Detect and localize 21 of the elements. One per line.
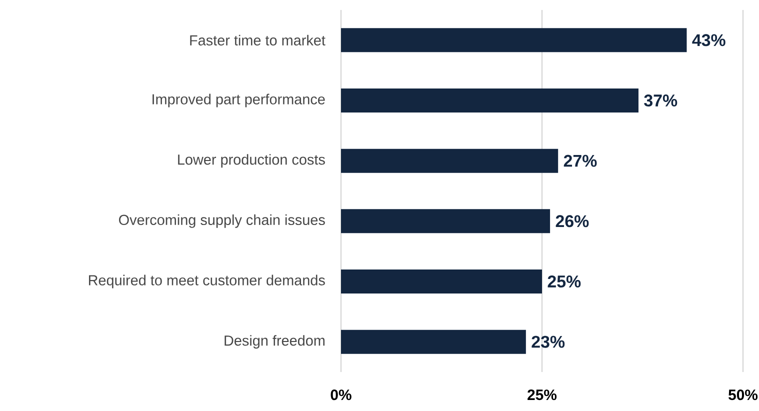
y-tick-label: Overcoming supply chain issues [119,214,325,228]
data-label: 25% [548,276,581,288]
data-label: 37% [644,94,678,107]
bar [341,270,542,294]
y-tick-label: Design freedom [224,335,325,349]
y-tick-label: Improved part performance [152,94,325,108]
bar [341,209,550,234]
data-label: 23% [532,336,565,348]
bar [341,28,687,52]
bar [341,148,558,173]
x-tick-label: 50% [728,390,758,400]
data-label: 26% [556,215,589,228]
bar [341,88,638,113]
y-tick-label: Required to meet customer demands [88,274,325,288]
x-tick-label: 0% [330,390,352,400]
bar [341,330,526,354]
data-label: 43% [692,34,726,46]
x-tick-label: 25% [528,390,557,400]
data-label: 27% [564,154,597,167]
y-tick-label: Faster time to market [190,34,326,46]
y-tick-label: Lower production costs [178,154,325,168]
